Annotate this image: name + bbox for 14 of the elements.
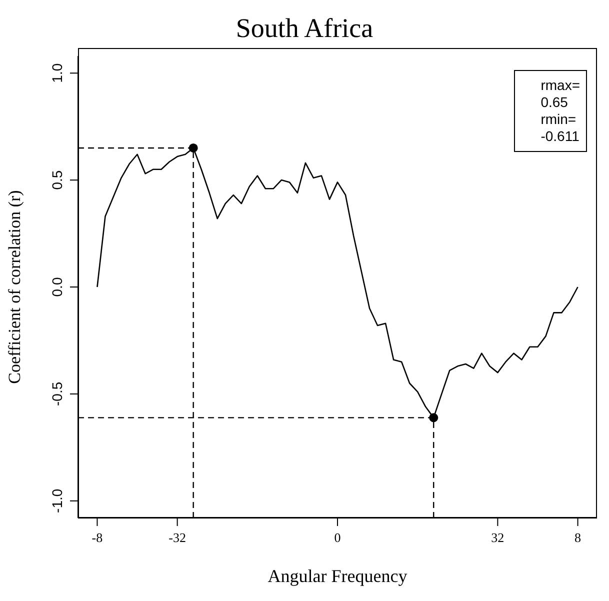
note-box: rmax= 0.65 rmin= -0.611 xyxy=(514,70,587,152)
y-axis-title: Coefficient of correlation (r) xyxy=(5,190,24,384)
y-tick-label: 1.0 xyxy=(49,63,65,83)
x-tick-label: 32 xyxy=(491,530,504,545)
chart-title: South Africa xyxy=(234,12,374,45)
x-tick-label: -32 xyxy=(168,530,186,545)
y-tick-label: -1.0 xyxy=(49,488,65,513)
y-tick-label: 0.5 xyxy=(49,170,65,190)
y-tick-label: 0.0 xyxy=(49,277,65,297)
x-tick-label: 0 xyxy=(334,530,341,545)
x-axis-title: Angular Frequency xyxy=(268,566,408,586)
x-tick-label: 8 xyxy=(574,530,582,545)
x-tick-label: -8 xyxy=(92,530,103,545)
y-tick-label: -0.5 xyxy=(49,382,65,406)
